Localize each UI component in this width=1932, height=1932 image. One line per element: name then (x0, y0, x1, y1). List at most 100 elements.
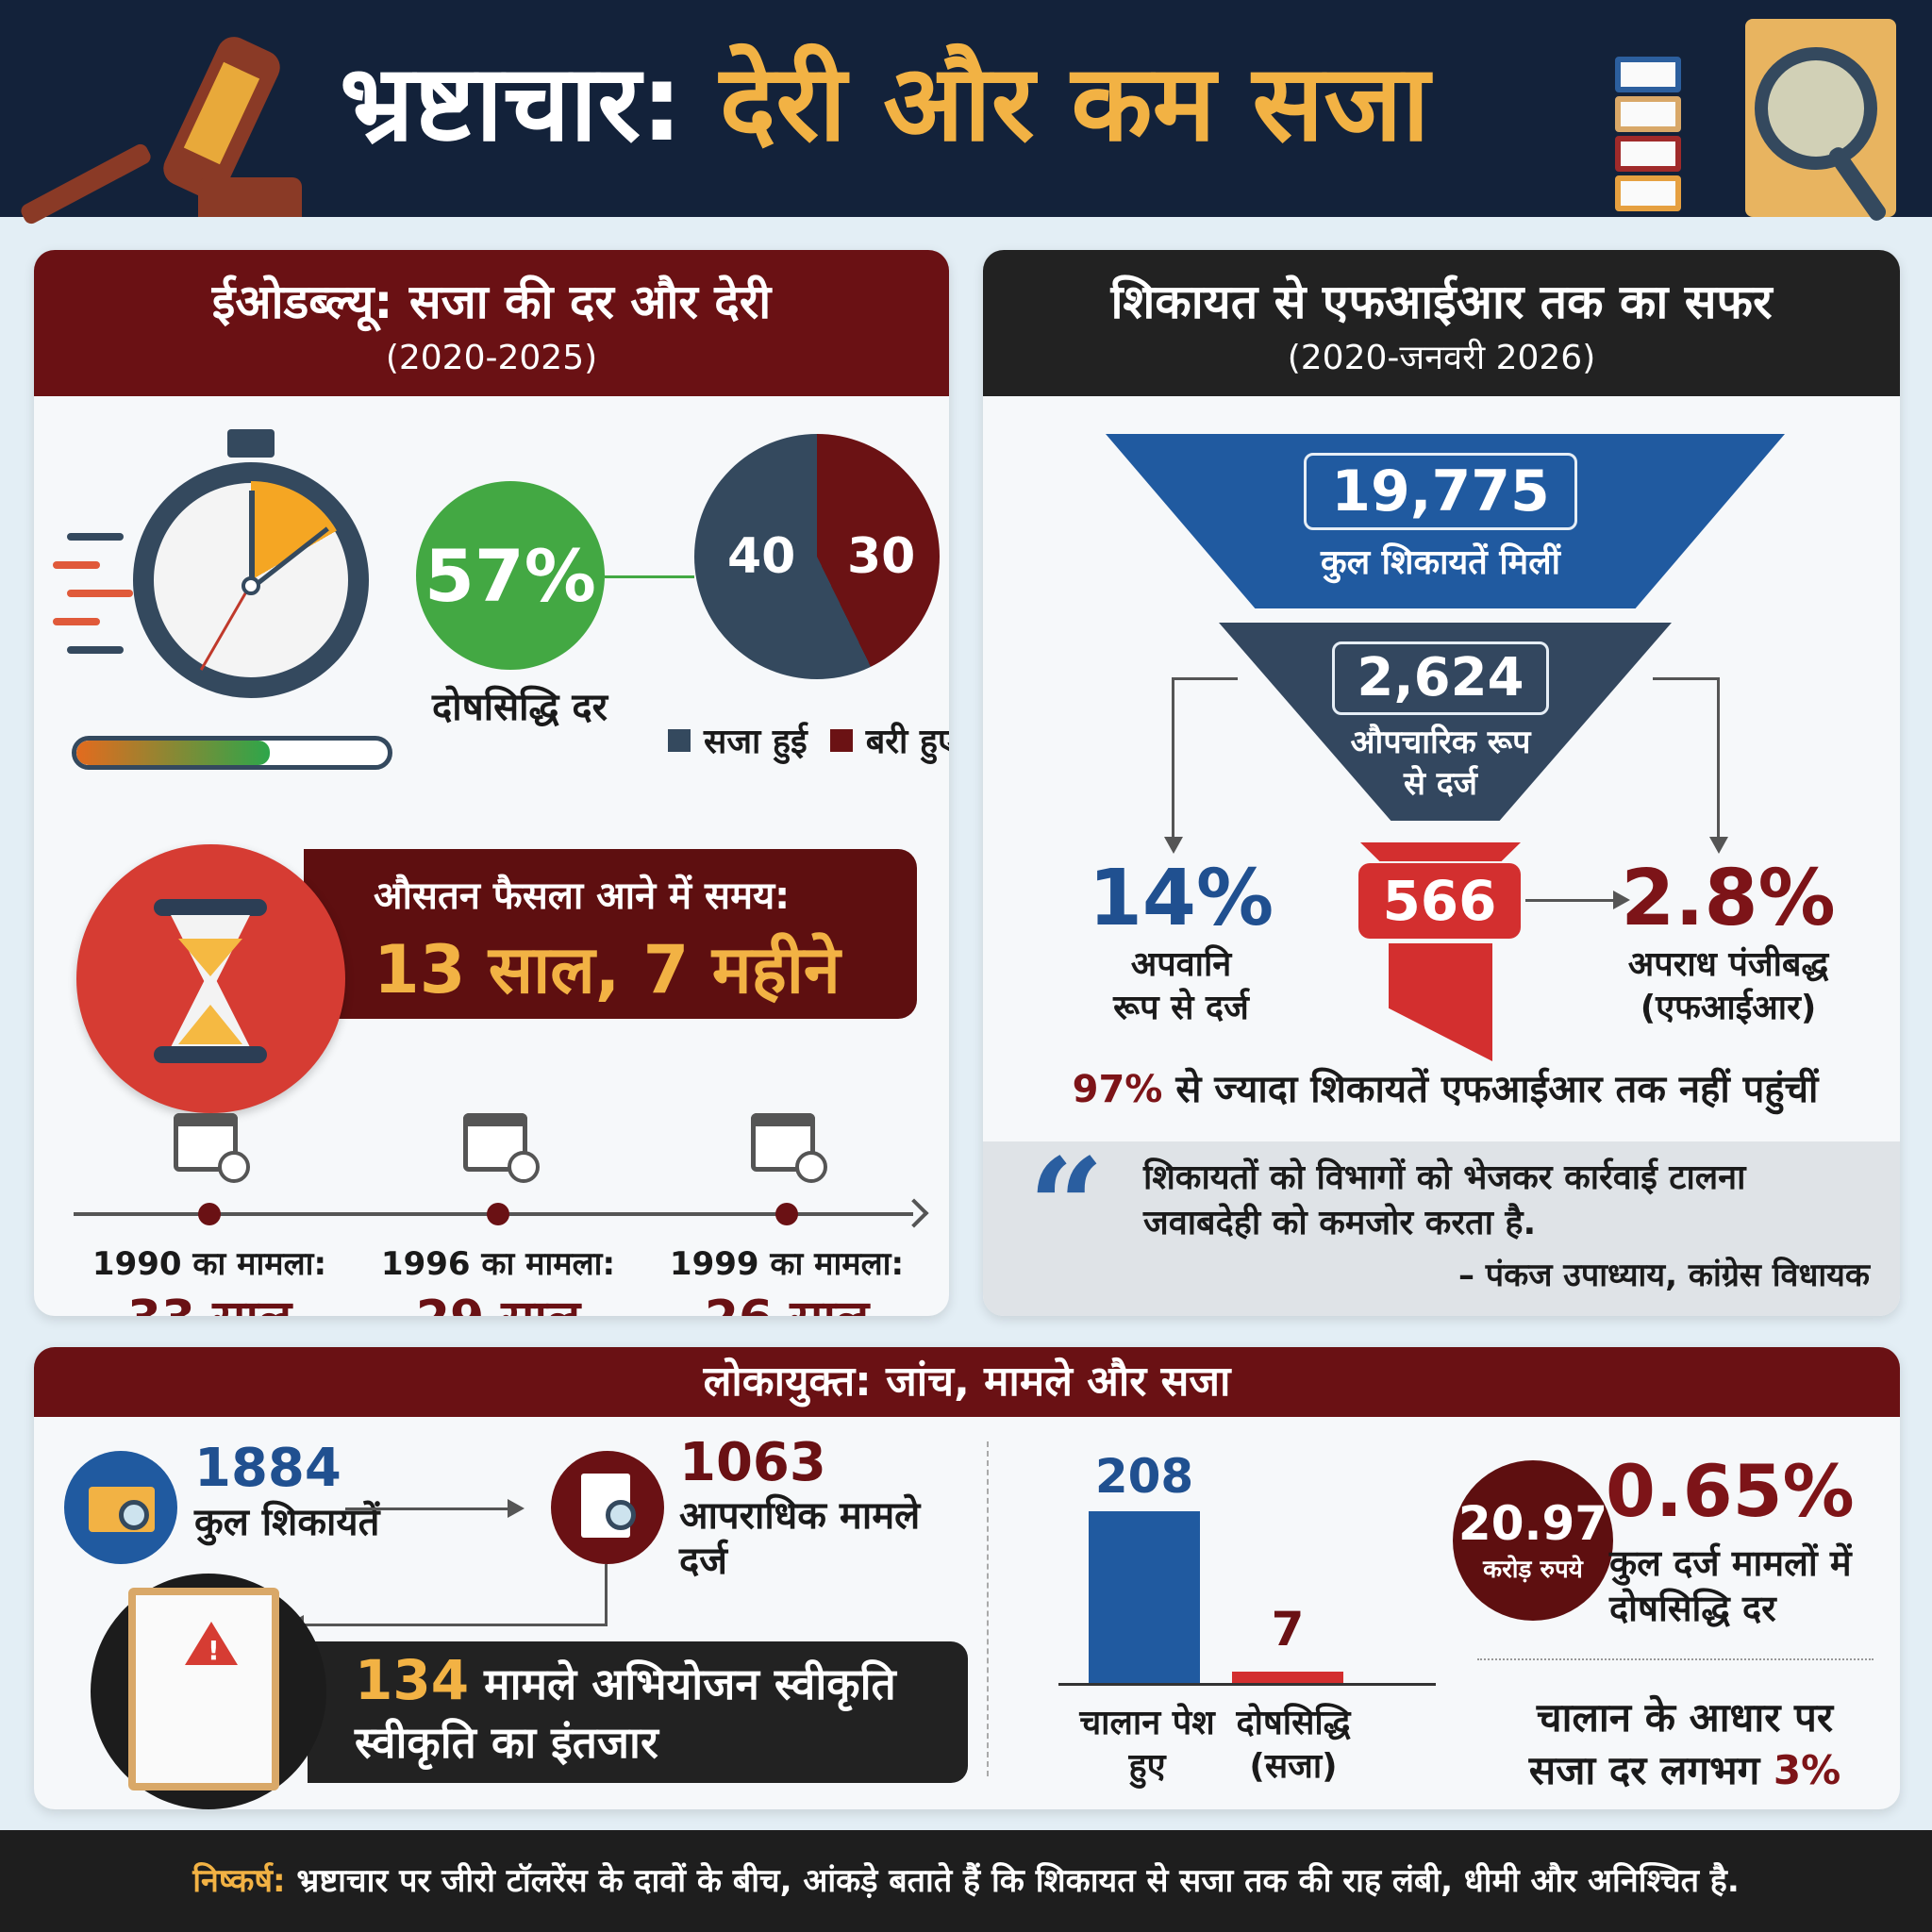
summary-statement: 97% से ज्यादा शिकायतें एफआईआर तक नहीं पह… (1021, 1061, 1870, 1113)
funnel-panel: शिकायत से एफआईआर तक का सफर (2020-जनवरी 2… (983, 250, 1900, 1316)
pending-line2: स्वीकृति का इंतजार (355, 1717, 658, 1768)
clock-icon (218, 1151, 250, 1183)
pct-fir-line1: अपराध पंजीबद्ध (1627, 945, 1829, 984)
overall-rate-line2: दोषसिद्धि दर (1609, 1588, 1776, 1629)
title-part2: देरी और कम सजा (719, 42, 1430, 165)
amount-unit: करोड़ रुपये (1483, 1556, 1583, 1584)
stopwatch-crown-icon (227, 429, 275, 458)
bar-axis (1058, 1683, 1436, 1686)
pie-chart (694, 434, 940, 679)
formally-registered: 2,624 (1332, 641, 1549, 715)
bar-chart: 208 7 चालान पेश हुए दोषसिद्धि (सजा) (1024, 1428, 1440, 1806)
complaints-total: 19,775 (1304, 453, 1577, 530)
document-search-icon (551, 1451, 664, 1564)
lokayukta-complaints-value: 1884 (194, 1438, 341, 1499)
bar-chalan (1089, 1511, 1200, 1683)
conclusion-text: भ्रष्टाचार पर जीरो टॉलरेंस के दावों के ब… (285, 1862, 1740, 1900)
pending-box (308, 1641, 968, 1783)
eow-period: (2020-2025) (385, 339, 598, 377)
bar-value-chalan: 208 (1094, 1449, 1194, 1504)
registered-label-line1: औपचारिक रूप (1350, 724, 1531, 761)
lokayukta-title: लोकायुक्त: जांच, मामले और सजा (34, 1347, 1900, 1417)
case-duration-1990: 33 साल (73, 1283, 346, 1316)
divider (1477, 1658, 1874, 1660)
avg-time-value: 13 साल, 7 महीने (374, 931, 841, 1008)
title-part1: भ्रष्टाचार: (340, 42, 683, 165)
legend-convicted: सजा हुई (704, 723, 808, 761)
approx-line2: सजा दर लगभग (1528, 1747, 1774, 1793)
arrow-right-icon (508, 1499, 525, 1518)
hourglass-cap (154, 899, 267, 916)
lokayukta-panel: लोकायुक्त: जांच, मामले और सजा 1884 कुल श… (34, 1347, 1900, 1809)
arrow-right-line (1525, 899, 1615, 902)
bar-value-conviction: 7 (1271, 1602, 1305, 1657)
progress-bar (72, 736, 392, 770)
cases-label-line1: आपराधिक मामले (679, 1494, 921, 1538)
pending-line1: मामले अभियोजन स्वीकृति (469, 1658, 896, 1709)
clock-icon (508, 1151, 540, 1183)
branch-line-right (1717, 677, 1720, 840)
case-year-1990: 1990 का मामला: (92, 1245, 327, 1283)
amount-badge: 20.97 करोड़ रुपये (1453, 1460, 1613, 1621)
case-year-1996: 1996 का मामला: (380, 1245, 616, 1283)
divider (987, 1441, 989, 1776)
warning-document-icon: ! (128, 1588, 279, 1790)
complaints-total-label: कुल शिकायतें मिलीं (1321, 543, 1560, 582)
timeline-dot (198, 1203, 221, 1225)
eow-title: ईओडब्ल्यू: सजा की दर और देरी (211, 275, 772, 329)
eow-panel: ईओडब्ल्यू: सजा की दर और देरी (2020-2025)… (34, 250, 949, 1316)
arrow-line (345, 1507, 510, 1510)
warning-glyph: ! (208, 1635, 220, 1666)
pct-registered-line1: अपवानि (1130, 945, 1232, 984)
bar-label-conviction: दोषसिद्धि (सजा) (1236, 1704, 1351, 1786)
stopwatch-center (242, 576, 260, 595)
pct-fir: 2.8% (1621, 854, 1836, 943)
avg-time-label: औसतन फैसला आने में समय: (374, 874, 791, 918)
arrow-right-icon (1613, 891, 1630, 909)
conviction-rate-value: 57% (425, 533, 596, 618)
case-year-1999: 1999 का मामला: (669, 1245, 905, 1283)
branch-line-right (1653, 677, 1719, 680)
lokayukta-cases-label: आपराधिक मामले दर्ज (679, 1493, 920, 1584)
books-icon (1615, 57, 1681, 217)
summary-highlight: 97% (1072, 1068, 1163, 1111)
approx-line1: चालान के आधार पर (1536, 1694, 1834, 1740)
timeline-arrow-icon (899, 1198, 929, 1228)
connector-line (605, 575, 694, 578)
hourglass-icon (76, 844, 345, 1113)
eow-panel-header: ईओडब्ल्यू: सजा की दर और देरी (2020-2025) (34, 250, 949, 396)
registered-label-line2: से दर्ज (1403, 765, 1478, 803)
speed-line-icon (67, 533, 124, 541)
overall-rate-value: 0.65% (1606, 1449, 1855, 1533)
quote-icon: “ (1028, 1130, 1105, 1285)
speed-line-icon (67, 646, 124, 654)
conclusion-lead: निष्कर्ष: (192, 1862, 286, 1900)
conclusion-footer: निष्कर्ष: भ्रष्टाचार पर जीरो टॉलरेंस के … (0, 1830, 1932, 1932)
magnifier-icon (1755, 47, 1877, 170)
quote-text: शिकायतों को विभागों को भेजकर कार्रवाई टा… (1143, 1158, 1746, 1242)
quote-box (983, 1141, 1900, 1316)
amount-value: 20.97 (1457, 1496, 1608, 1551)
conviction-rate-badge: 57% (416, 481, 605, 670)
pct-registered: 14% (1088, 854, 1274, 943)
pct-fir-line2: (एफआईआर) (1640, 989, 1817, 1027)
lens-shape (119, 1500, 149, 1530)
stopwatch-hand (249, 491, 255, 590)
funnel-neck (1360, 842, 1521, 861)
quote-attribution: – पंकज उपाध्याय, कांग्रेस विधायक (1457, 1257, 1870, 1294)
progress-fill (76, 741, 270, 765)
bar-conviction (1232, 1672, 1343, 1683)
pending-value: 134 (355, 1648, 470, 1712)
case-duration-1999: 26 साल (650, 1283, 924, 1316)
legend-swatch-acquitted (829, 728, 853, 752)
lens-shape (606, 1500, 636, 1530)
pct-registered-line2: रूप से दर्ज (1113, 989, 1249, 1027)
speed-line-icon (53, 561, 100, 569)
pie-label-convicted: 40 (727, 528, 796, 585)
case-duration-1996: 29 साल (361, 1283, 635, 1316)
summary-text: से ज्यादा शिकायतें एफआईआर तक नहीं पहुंची… (1162, 1068, 1819, 1111)
overall-rate-label: कुल दर्ज मामलों में दोषसिद्धि दर (1609, 1541, 1852, 1631)
pct-registered-label: अपवानि रूप से दर्ज (1073, 943, 1290, 1030)
branch-line-left (1172, 677, 1238, 680)
funnel-period: (2020-जनवरी 2026) (1287, 339, 1596, 377)
